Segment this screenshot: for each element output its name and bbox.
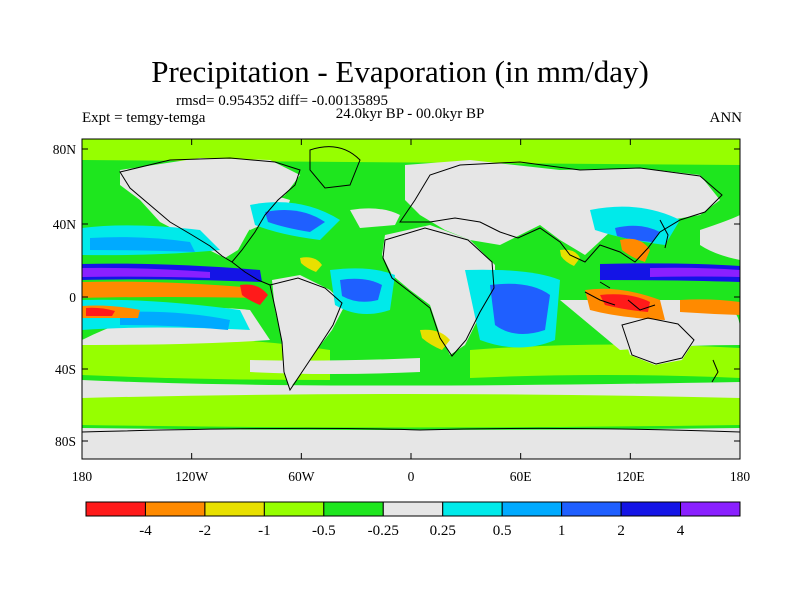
- south-china-orange: [620, 238, 650, 262]
- south-pacific-red: [86, 307, 115, 316]
- south-atlantic-grey: [250, 358, 420, 374]
- colorbar: -4 -2 -1 -0.5 -0.25 0.25 0.5 1 2 4: [85, 501, 741, 539]
- pacific-orange-band: [82, 281, 260, 298]
- x-tick-label: 180: [730, 469, 751, 484]
- n-atlantic-grey: [350, 208, 400, 228]
- kuroshio-blue: [615, 225, 660, 242]
- colorbar-swatch: [144, 501, 206, 517]
- antarctica-region: [82, 428, 740, 459]
- y-tick-label: 40S: [55, 362, 76, 377]
- south-america-region: [272, 275, 345, 388]
- arctic-band: [82, 139, 740, 165]
- period-label: 24.0kyr BP - 00.0kyr BP: [335, 106, 485, 122]
- coast-north-america: [119, 157, 301, 263]
- coast-greenland: [309, 146, 361, 189]
- caribbean-yellow: [300, 257, 322, 272]
- coast-australia: [621, 317, 695, 365]
- gulf-stream-blue: [265, 209, 325, 232]
- axis-ticks: [81, 139, 741, 459]
- nw-pacific-grey: [700, 215, 740, 260]
- x-tick-label: 60W: [288, 469, 315, 484]
- coast-south-america: [269, 277, 343, 392]
- y-tick-label: 80N: [53, 142, 77, 157]
- colorbar-label: -1: [258, 523, 271, 539]
- colorbar-swatch: [561, 501, 622, 517]
- colorbar-swatch: [382, 501, 444, 517]
- coast-antarctica: [82, 427, 740, 433]
- spcz-orange: [680, 299, 740, 315]
- s-africa-yellow: [420, 329, 450, 350]
- season-label: ANN: [709, 110, 743, 126]
- colorbar-label: -4: [139, 523, 152, 539]
- x-tick-label: 180: [72, 469, 93, 484]
- colorbar-label: 0.5: [493, 523, 512, 539]
- x-tick-label: 120E: [616, 469, 645, 484]
- colorbar-swatch: [323, 501, 384, 517]
- map-field: [82, 139, 740, 459]
- colorbar-swatch: [620, 501, 682, 517]
- x-tick-label: 60E: [510, 469, 532, 484]
- colorbar-label: -0.5: [312, 523, 336, 539]
- bay-bengal-yellow: [560, 249, 580, 266]
- pacific-north-blue: [90, 237, 195, 252]
- colorbar-swatch: [680, 501, 741, 517]
- colorbar-label: 2: [617, 523, 625, 539]
- colorbar-swatch: [85, 501, 146, 517]
- colorbar-swatch: [263, 501, 325, 517]
- colorbar-label: -2: [199, 523, 212, 539]
- coast-indonesia: [584, 281, 656, 311]
- southern-band-3: [82, 390, 740, 428]
- itcz-purple-west: [82, 267, 210, 278]
- colorbar-label: 1: [558, 523, 566, 539]
- coast-japan: [659, 219, 669, 249]
- y-tick-label: 0: [69, 290, 76, 305]
- coast-africa: [382, 227, 495, 357]
- africa-region: [382, 225, 495, 355]
- indian-ocean-blue: [490, 283, 550, 334]
- x-tick-label: 0: [408, 469, 415, 484]
- southern-grey: [82, 380, 740, 398]
- atlantic-blue: [340, 278, 382, 302]
- north-america-region: [120, 158, 300, 258]
- plot-title: Precipitation - Evaporation (in mm/day): [151, 54, 649, 89]
- panama-red: [240, 284, 268, 305]
- colorbar-swatch: [442, 501, 503, 517]
- colorbar-label: 0.25: [430, 523, 456, 539]
- y-tick-label: 80S: [55, 434, 76, 449]
- x-tick-label: 120W: [175, 469, 208, 484]
- experiment-label: Expt = temgy-temga: [82, 110, 206, 126]
- colorbar-swatch: [204, 501, 265, 517]
- coast-central-america: [231, 261, 271, 286]
- southern-band-2: [470, 344, 740, 378]
- axis-labels: 80N 40N 0 40S 80S 180 120W 60W 0 60E 120E 180: [53, 142, 751, 484]
- coast-eurasia: [399, 161, 723, 263]
- colorbar-label: -0.25: [368, 523, 399, 539]
- itcz-purple-east: [650, 267, 740, 277]
- y-tick-label: 40N: [53, 217, 77, 232]
- pacific-south-blue: [120, 311, 230, 330]
- coastlines: [82, 146, 740, 433]
- colorbar-label: 4: [677, 523, 685, 539]
- coast-new-zealand: [711, 359, 719, 383]
- stats-text: rmsd= 0.954352 diff= -0.00135895: [176, 93, 389, 109]
- colorbar-swatch: [501, 501, 563, 517]
